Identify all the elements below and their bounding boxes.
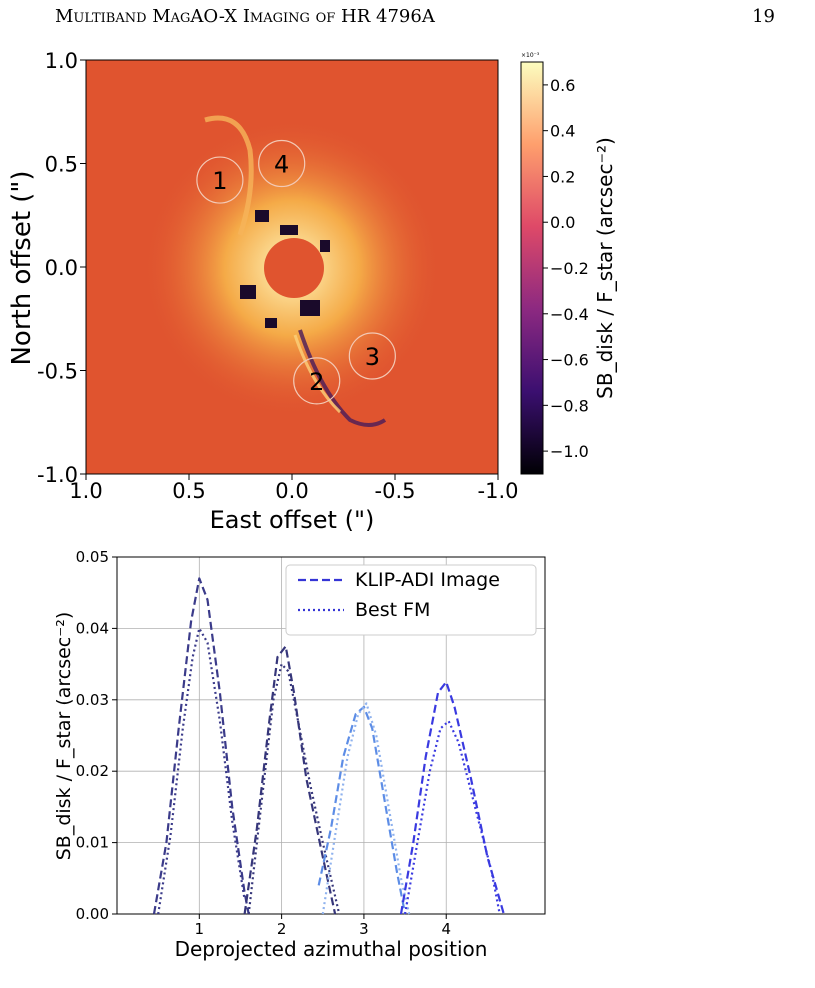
running-head: Multiband MagAO-X Imaging of HR 4796A 19 xyxy=(55,6,775,36)
chart-y-ticks: 0.00 0.01 0.02 0.03 0.04 0.05 xyxy=(76,548,117,923)
chart-x-label: Deprojected azimuthal position xyxy=(175,937,488,961)
legend: KLIP-ADI Image Best FM xyxy=(285,564,537,636)
series-line-3-image xyxy=(317,705,407,915)
colorbar-tick-label: −0.2 xyxy=(550,259,589,278)
image-x-tick-label: 1.0 xyxy=(69,479,102,503)
x-tick-label: 1 xyxy=(195,920,205,938)
x-tick-label: 2 xyxy=(277,920,287,938)
image-y-tick-label: 1.0 xyxy=(45,49,78,73)
series-line-4-image xyxy=(399,680,505,915)
region-label-1: 1 xyxy=(212,167,227,195)
colorbar-tick-label: 0.2 xyxy=(550,167,575,186)
image-y-tick-label: 0.0 xyxy=(45,256,78,280)
profile-chart: 1 2 3 4 0.00 0.01 0.02 0.03 0.04 0.05 Deprojecte… xyxy=(53,548,546,961)
ring-arc-ne xyxy=(204,115,254,236)
x-tick-label: 4 xyxy=(441,920,451,938)
image-panel: 1 4 3 2 1.0 0.5 0.0 -0.5 -1.0 1.0 0.5 0.0 -0.5 -1.0… xyxy=(7,49,518,534)
image-x-tick-label: 0.0 xyxy=(275,479,308,503)
series-line-2-model xyxy=(247,662,341,915)
running-title: Multiband MagAO-X Imaging of HR 4796A xyxy=(55,6,435,27)
colorbar-tick-label: −1.0 xyxy=(550,442,589,461)
image-x-label: East offset (") xyxy=(210,506,375,534)
region-label-2: 2 xyxy=(309,368,324,396)
page-number: 19 xyxy=(752,6,775,27)
image-x-tick-label: -0.5 xyxy=(375,479,416,503)
x-tick-label: 3 xyxy=(359,920,369,938)
colorbar: ×10⁻³ 0.6 0.4 0.2 0.0 −0.2 −0.4 −0.6 −0.8 −1.0 S… xyxy=(520,52,617,475)
y-tick-label: 0.05 xyxy=(76,548,109,566)
region-label-4: 4 xyxy=(274,151,289,179)
y-tick-label: 0.01 xyxy=(76,834,109,852)
colorbar-ticks: 0.6 0.4 0.2 0.0 −0.2 −0.4 −0.6 −0.8 −1.0 xyxy=(543,76,589,461)
chart-y-label: SB_disk / F_star (arcsec⁻²) xyxy=(53,612,75,861)
series-line-3-model xyxy=(321,702,411,915)
colorbar-tick-label: 0.0 xyxy=(550,213,575,232)
chart-x-ticks: 1 2 3 4 xyxy=(195,914,451,938)
colorbar-tick-label: −0.4 xyxy=(550,305,589,324)
y-tick-label: 0.04 xyxy=(76,619,109,637)
chart-frame xyxy=(116,556,546,915)
region-label-3: 3 xyxy=(365,343,380,371)
colorbar-tick-label: 0.4 xyxy=(550,122,575,141)
y-tick-label: 0.00 xyxy=(76,905,109,923)
colorbar-gradient xyxy=(520,61,544,475)
region-circle-3 xyxy=(348,332,396,380)
colorbar-tick-label: −0.6 xyxy=(550,351,589,370)
image-y-tick-label: -1.0 xyxy=(37,463,78,487)
series-line-1-image xyxy=(152,577,250,915)
y-tick-label: 0.03 xyxy=(76,691,109,709)
colorbar-tick-label: 0.6 xyxy=(550,76,575,95)
aperture-regions: 1 4 3 2 xyxy=(196,139,396,405)
image-y-label: North offset (") xyxy=(7,170,37,365)
region-circle-2 xyxy=(293,357,341,405)
region-circle-4 xyxy=(258,139,306,188)
image-y-ticks: 1.0 0.5 0.0 -0.5 -1.0 xyxy=(37,49,86,487)
chart-series xyxy=(152,577,505,915)
image-x-tick-label: -1.0 xyxy=(478,479,519,503)
colorbar-scale: ×10⁻³ xyxy=(521,52,540,59)
image-y-tick-label: -0.5 xyxy=(37,360,78,384)
colorbar-tick-label: −0.8 xyxy=(550,396,589,415)
series-line-2-image xyxy=(243,645,337,915)
y-tick-label: 0.02 xyxy=(76,762,109,780)
colorbar-label: SB_disk / F_star (arcsec⁻²) xyxy=(593,137,617,399)
coronagraph-mask xyxy=(264,238,324,298)
image-x-tick-label: 0.5 xyxy=(172,479,205,503)
dark-speckles xyxy=(240,210,330,328)
legend-label: KLIP-ADI Image xyxy=(355,569,500,591)
legend-label: Best FM xyxy=(355,599,430,621)
image-y-tick-label: 0.5 xyxy=(45,153,78,177)
image-x-ticks: 1.0 0.5 0.0 -0.5 -1.0 xyxy=(69,474,518,503)
legend-box xyxy=(285,564,537,636)
ring-arc-sw-bright xyxy=(293,334,342,414)
region-circle-1 xyxy=(196,156,244,204)
series-line-1-model xyxy=(157,627,246,915)
series-line-4-model xyxy=(404,720,501,915)
